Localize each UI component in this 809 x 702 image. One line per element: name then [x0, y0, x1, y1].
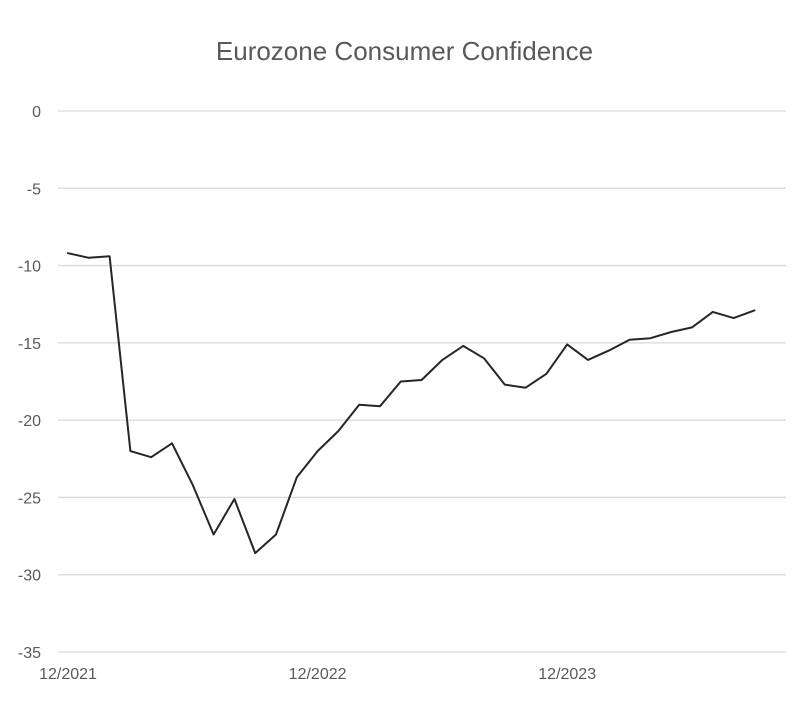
x-tick-label: 12/2021	[39, 666, 97, 683]
series-line	[67, 252, 756, 555]
y-tick-label: 0	[32, 104, 41, 121]
x-tick-label: 12/2023	[538, 666, 596, 683]
chart-title: Eurozone Consumer Confidence	[215, 36, 594, 66]
y-tick-label: -5	[27, 181, 41, 198]
y-tick-label: -10	[18, 259, 41, 276]
x-tick-label: 12/2022	[289, 666, 347, 683]
y-tick-label: -20	[18, 413, 41, 430]
y-tick-label: -35	[18, 645, 41, 662]
y-tick-label: -15	[18, 336, 41, 353]
y-tick-label: -25	[18, 490, 41, 507]
y-tick-label: -30	[18, 568, 41, 585]
